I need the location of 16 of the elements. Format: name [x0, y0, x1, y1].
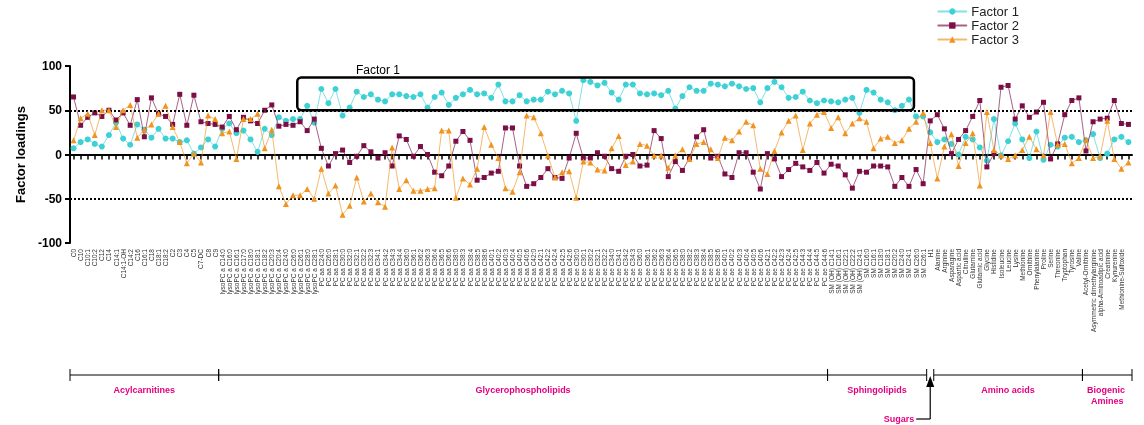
y-tick-label: 0 [55, 147, 63, 162]
y-axis-title: Factor loadings [13, 106, 29, 203]
text: Biogenic Amines [1086, 384, 1128, 406]
text: Sugars [883, 414, 915, 424]
y-tick-label: 50 [48, 103, 63, 118]
text: Acylcarnitines [113, 384, 176, 395]
legend-label: Factor 2 [971, 18, 1019, 33]
text: Amino acids [981, 384, 1035, 395]
y-tick-label: 100 [41, 59, 63, 73]
annotation: Factor 1 [355, 63, 401, 78]
text: Glycerophospholipids [475, 384, 571, 395]
legend-label: Factor 1 [971, 4, 1019, 19]
y-tick-label: -50 [44, 191, 63, 206]
text: Sphingolipids [847, 384, 907, 395]
legend-label: Factor 3 [971, 32, 1019, 47]
y-tick-label: -100 [37, 236, 63, 250]
